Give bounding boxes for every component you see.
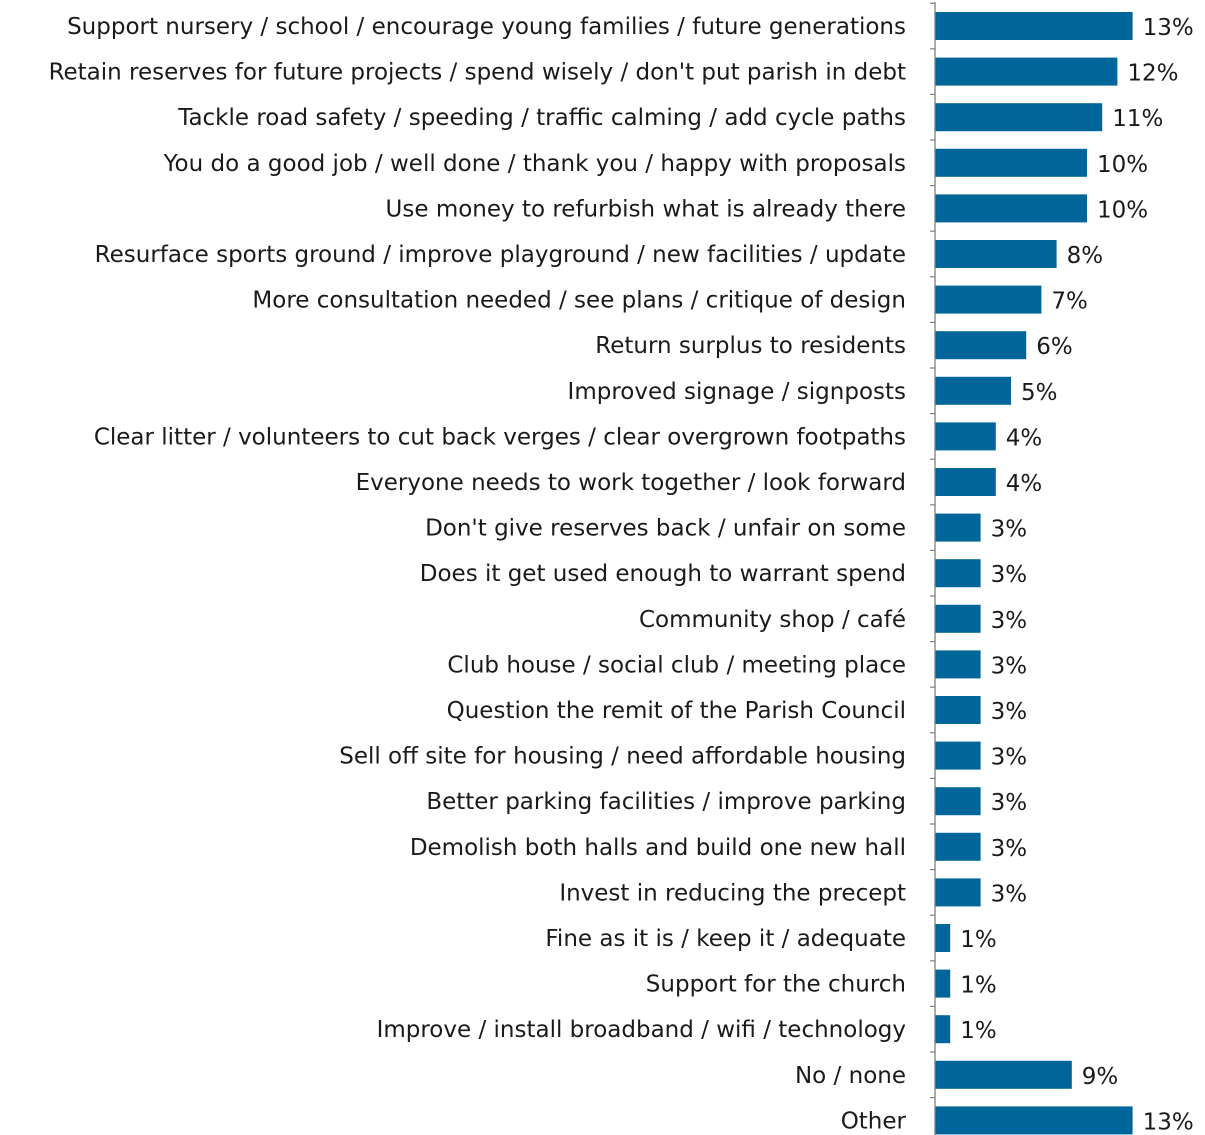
category-label: Use money to refurbish what is already t… [386,196,906,222]
bar [935,1015,951,1044]
category-label: Other [841,1108,907,1134]
axis-group [930,2,936,1135]
value-label: 1% [960,973,997,999]
value-label: 12% [1127,61,1178,87]
category-label: Improved signage / signposts [568,379,906,405]
value-label: 4% [1006,425,1043,451]
bar [935,741,981,770]
category-label: Club house / social club / meeting place [447,652,906,678]
bar [935,559,981,588]
category-labels-group: Support nursery / school / encourage you… [49,14,907,1134]
bar [935,57,1118,86]
category-label: You do a good job / well done / thank yo… [163,151,906,177]
category-label: Retain reserves for future projects / sp… [49,60,906,86]
value-label: 3% [991,653,1028,679]
bar [935,1106,1133,1135]
value-label: 3% [991,790,1028,816]
bar [935,604,981,633]
category-label: Invest in reducing the precept [559,880,906,906]
bar [935,240,1057,268]
bar [935,513,981,542]
value-label: 3% [991,881,1028,907]
bar [935,331,1027,360]
category-label: Everyone needs to work together / look f… [356,470,906,496]
value-label: 10% [1097,152,1148,178]
bar [935,148,1087,177]
value-label: 9% [1082,1064,1119,1090]
bar [935,832,981,861]
value-labels-group: 13% 12% 11% 10% 10% 8% 7% 6% 5% 4% 4% 3% 3% 3% 3% 3% 3% 3… [960,15,1194,1135]
category-label: No / none [795,1063,906,1089]
category-label: Support nursery / school / encourage you… [67,14,906,40]
category-label: Return surplus to residents [595,333,906,359]
bar [935,969,951,998]
value-label: 3% [991,836,1028,862]
bar [935,12,1133,40]
value-label: 1% [960,1018,997,1044]
category-label: Improve / install broadband / wifi / tec… [377,1017,906,1043]
value-label: 10% [1097,197,1148,223]
value-label: 1% [960,927,997,953]
category-label: Sell off site for housing / need afforda… [339,744,906,770]
value-label: 4% [1006,471,1043,497]
category-label: Fine as it is / keep it / adequate [545,926,906,952]
category-label: Community shop / café [639,607,906,633]
bars-group [935,12,1133,1135]
value-label: 3% [991,745,1028,771]
bar [935,1060,1072,1089]
bar [935,468,996,496]
bar [935,194,1087,223]
bar [935,924,951,952]
bar [935,103,1103,132]
bar [935,787,981,816]
category-label: Better parking facilities / improve park… [426,789,906,815]
category-label: Support for the church [646,972,906,998]
value-label: 3% [991,517,1028,543]
value-label: 3% [991,562,1028,588]
category-label: Does it get used enough to warrant spend [420,561,906,587]
value-label: 13% [1143,1109,1194,1135]
value-label: 5% [1021,380,1058,406]
category-label: Resurface sports ground / improve playgr… [95,242,906,268]
value-label: 11% [1112,106,1163,132]
bar [935,650,981,679]
value-label: 3% [991,608,1028,634]
value-label: 7% [1051,289,1088,315]
bar [935,376,1011,405]
bar [935,422,996,451]
bar [935,696,981,724]
value-label: 6% [1036,334,1073,360]
category-label: Don't give reserves back / unfair on som… [425,516,906,542]
value-label: 8% [1067,243,1104,269]
category-label: Tackle road safety / speeding / traffic … [177,105,906,131]
category-label: More consultation needed / see plans / c… [252,288,906,314]
category-label: Clear litter / volunteers to cut back ve… [94,424,906,450]
bar [935,878,981,907]
bar [935,285,1042,314]
value-label: 3% [991,699,1028,725]
category-label: Demolish both halls and build one new ha… [410,835,906,861]
category-label: Question the remit of the Parish Council [447,698,906,724]
value-label: 13% [1143,15,1194,41]
